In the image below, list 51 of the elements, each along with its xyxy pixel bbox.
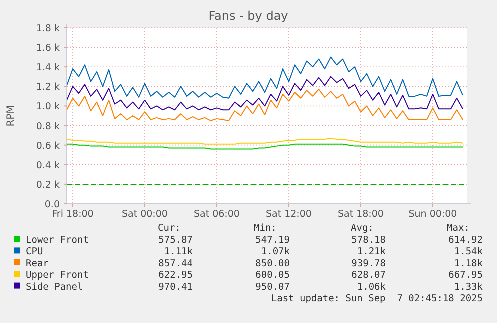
text: Min: [254,223,277,234]
text: 970.41 [158,282,194,293]
line-series [66,76,464,111]
x-tick-label: Sat 12:00 [266,209,312,220]
line-series [66,56,464,99]
text: 1.18k [454,258,484,270]
text: 667.95 [448,270,483,282]
text: 600.05 [256,270,290,282]
text: Cur: [158,223,181,234]
text: 1.21k [357,246,386,258]
text: 547.19 [256,235,290,246]
legend-label: Rear [26,258,50,270]
text: 950.07 [256,282,290,293]
y-tick-label: 0.4 k [36,160,60,172]
y-axis-title: RPM [6,105,17,127]
x-tick-label: Sun 00:00 [408,209,458,220]
text: 614.92 [448,235,483,246]
text: 1.07k [261,246,290,258]
line-series [66,89,464,122]
legend-label: Upper Front [26,270,89,282]
text: 1.06k [357,282,386,293]
legend-label: CPU [26,246,44,258]
x-tick-label: Sat 06:00 [194,209,240,220]
y-tick-label: 0.0 [44,200,60,210]
text: 1.11k [164,246,194,258]
y-tick-label: 1.2 k [36,82,60,94]
text: 1.54k [454,246,484,258]
text: 622.95 [158,270,193,282]
y-tick-label: 0.8 k [36,121,60,132]
x-tick-label: Fri 18:00 [52,209,94,220]
y-tick-label: 1.0 k [36,102,60,113]
text: 628.07 [352,270,386,282]
y-tick-label: 1.8 k [36,24,60,34]
x-tick-label: Sat 00:00 [122,209,168,220]
chart-title: Fans - by day [208,9,288,23]
text: Last update: Sun Sep 7 02:45:18 2025 [271,294,483,304]
text: 578.18 [352,235,386,246]
text: 850.00 [256,258,290,270]
text: 857.44 [158,258,194,270]
text: 575.87 [158,235,193,246]
legend-label: Side Panel [26,282,84,293]
x-tick-label: Sat 18:00 [338,209,384,220]
y-tick-label: 0.6 k [36,140,60,152]
y-tick-label: 1.4 k [36,62,60,74]
text: Avg: [351,223,374,234]
y-tick-label: 0.2 k [36,180,60,191]
text: 1.33k [454,282,484,293]
text: 939.78 [352,258,386,270]
text: Max: [447,223,470,234]
y-tick-label: 1.6 k [36,43,60,54]
legend-label: Lower Front [26,235,89,246]
